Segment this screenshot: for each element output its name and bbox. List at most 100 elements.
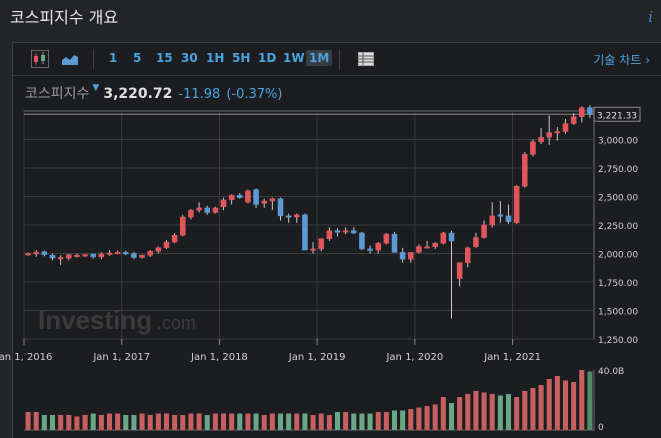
volume-bar bbox=[82, 415, 88, 430]
table-icon[interactable] bbox=[357, 50, 375, 68]
candle-body bbox=[139, 254, 145, 258]
volume-bar bbox=[538, 385, 544, 430]
candle-body bbox=[123, 252, 129, 255]
timeframe-1h[interactable]: 1H bbox=[206, 51, 225, 65]
info-icon[interactable]: i bbox=[648, 8, 653, 26]
candle-body bbox=[188, 209, 194, 218]
x-tick-label: Jan 1, 2020 bbox=[385, 352, 443, 363]
candle-body bbox=[513, 185, 520, 223]
candle-body bbox=[432, 242, 438, 247]
volume-bar bbox=[302, 413, 308, 430]
timeframe-1m[interactable]: 1M bbox=[306, 50, 333, 66]
y-tick-label: 1,750.00 bbox=[598, 279, 638, 289]
price-change: -11.98 bbox=[178, 87, 221, 102]
candle-body bbox=[49, 254, 56, 259]
last-price: 3,220.72 bbox=[103, 86, 173, 102]
volume-bar bbox=[245, 413, 251, 430]
volume-bar bbox=[180, 415, 186, 430]
volume-bar bbox=[253, 413, 259, 430]
candle-body bbox=[253, 189, 259, 205]
candle-body bbox=[367, 248, 373, 251]
candle-body bbox=[212, 207, 219, 213]
candlestick-icon[interactable] bbox=[31, 50, 49, 68]
y-tick-label: 1,250.00 bbox=[598, 336, 638, 346]
candle-body bbox=[155, 247, 162, 252]
volume-bar bbox=[196, 413, 202, 430]
candle-body bbox=[416, 246, 422, 253]
timeframe-1w[interactable]: 1W bbox=[283, 51, 305, 65]
timeframe-5h[interactable]: 5H bbox=[232, 51, 251, 65]
volume-bar bbox=[131, 415, 137, 430]
volume-bar bbox=[408, 409, 414, 430]
volume-bar bbox=[139, 413, 145, 430]
y-tick-label: 2,750.00 bbox=[598, 165, 638, 175]
candle-body bbox=[359, 232, 365, 250]
candle-body bbox=[57, 257, 64, 260]
candle-body bbox=[375, 242, 381, 251]
candle-body bbox=[25, 253, 31, 256]
x-tick-label: Jan 1, 2021 bbox=[483, 352, 541, 363]
volume-bar bbox=[343, 412, 349, 430]
candle-body bbox=[90, 253, 96, 258]
volume-bar bbox=[457, 397, 463, 430]
volume-bar bbox=[286, 413, 292, 430]
candle-body bbox=[285, 215, 292, 218]
volume-bar bbox=[554, 376, 560, 430]
timeframe-5[interactable]: 5 bbox=[133, 51, 142, 65]
candle-body bbox=[522, 154, 528, 187]
volume-bar bbox=[571, 382, 577, 430]
candle-body bbox=[196, 207, 202, 211]
page-title: 코스피지수 개요 bbox=[10, 8, 119, 27]
candle-body bbox=[342, 230, 349, 233]
volume-bar bbox=[481, 392, 487, 430]
volume-bar bbox=[440, 397, 446, 430]
candle-body bbox=[41, 251, 48, 255]
volume-bar bbox=[49, 415, 56, 430]
volume-bar bbox=[25, 412, 31, 430]
timeframe-1d[interactable]: 1D bbox=[258, 51, 277, 65]
x-tick-label: Jan 1, 2017 bbox=[92, 352, 150, 363]
volume-bar bbox=[58, 415, 64, 430]
volume-bar bbox=[334, 412, 341, 430]
volume-bar bbox=[115, 413, 121, 430]
volume-bar bbox=[326, 415, 332, 430]
volume-bar bbox=[546, 379, 552, 430]
area-chart-icon[interactable] bbox=[61, 50, 79, 68]
volume-bar bbox=[41, 415, 47, 430]
volume-bar bbox=[74, 416, 80, 430]
caret-down-icon: ▼ bbox=[92, 83, 100, 93]
volume-bar bbox=[163, 413, 170, 430]
candle-body bbox=[245, 190, 251, 203]
volume-bar bbox=[220, 413, 227, 430]
timeframe-30[interactable]: 30 bbox=[181, 51, 198, 65]
timeframe-15[interactable]: 15 bbox=[156, 51, 173, 65]
volume-bar bbox=[530, 388, 536, 430]
volume-bar bbox=[318, 413, 324, 430]
chart-panel: 1 5 15 30 1H 5H 1D 1W 1M 기술 차트 › 코스피지수 ▼ 3… bbox=[12, 42, 661, 438]
x-tick-label: Jan 1, 2018 bbox=[190, 352, 248, 363]
candle-body bbox=[448, 232, 455, 242]
volume-bar bbox=[147, 415, 153, 430]
volume-bar bbox=[204, 415, 210, 430]
candle-body bbox=[351, 230, 357, 234]
candle-body bbox=[82, 254, 88, 257]
y-tick-label: 2,500.00 bbox=[598, 194, 638, 204]
candle-body bbox=[66, 254, 72, 259]
candle-body bbox=[98, 253, 105, 258]
timeframe-1[interactable]: 1 bbox=[109, 51, 118, 65]
candle-body bbox=[180, 216, 186, 236]
candle-body bbox=[131, 253, 137, 258]
technical-chart-link[interactable]: 기술 차트 › bbox=[593, 51, 650, 68]
volume-bar bbox=[310, 415, 316, 430]
volume-axis-label: 40.0B bbox=[598, 367, 624, 377]
volume-bar bbox=[383, 412, 389, 430]
volume-bar bbox=[269, 413, 275, 430]
volume-bar bbox=[400, 410, 406, 430]
volume-bar bbox=[473, 391, 479, 430]
volume-bar bbox=[424, 406, 430, 430]
volume-bar bbox=[237, 413, 243, 430]
last-price-label: 3,221.33 bbox=[597, 111, 637, 121]
candle-body bbox=[294, 214, 300, 218]
volume-bar bbox=[587, 400, 593, 430]
